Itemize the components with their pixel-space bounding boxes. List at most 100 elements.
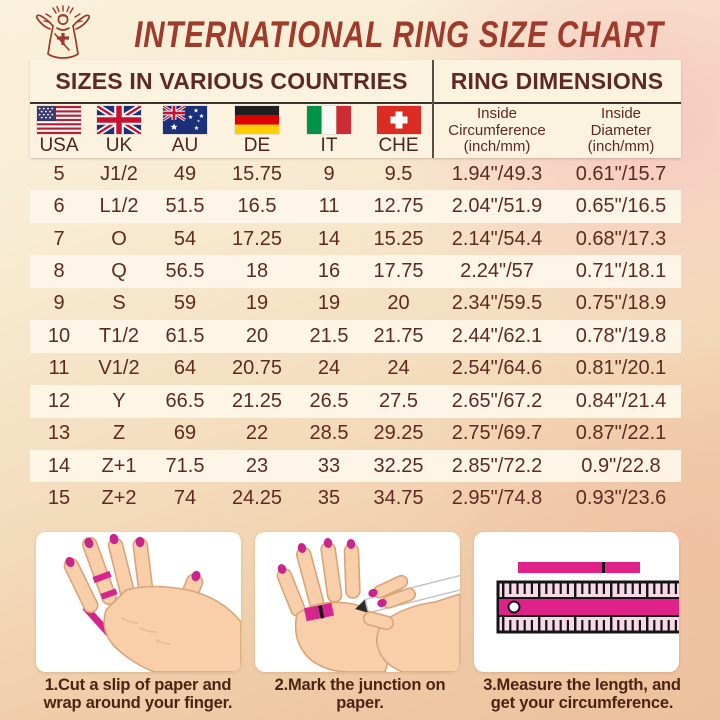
- table-cell: 0.75"/18.9: [575, 292, 667, 315]
- table-cell: 56.5: [165, 260, 205, 283]
- column-header-uk: UK: [88, 105, 150, 157]
- table-cell: Q: [111, 260, 127, 283]
- australia-flag-icon: [163, 105, 207, 134]
- table-cell: S: [112, 292, 126, 315]
- table-cell: 21.75: [373, 324, 424, 347]
- table-cell: J1/2: [100, 162, 138, 185]
- ring-size-table: SIZES IN VARIOUS COUNTRIES RING DIMENSIO…: [30, 60, 681, 515]
- country-code: AU: [171, 134, 199, 156]
- table-cell: 22: [245, 422, 269, 445]
- column-header-it: IT: [294, 105, 364, 157]
- table-cell: 1.94"/49.3: [451, 162, 543, 185]
- table-cell: 12.75: [373, 195, 424, 218]
- table-cell: 0.87"/22.1: [575, 422, 667, 445]
- table-cell: 5: [53, 162, 65, 185]
- table-cell: 33: [317, 454, 341, 477]
- table-row: 7 O 54 17.25 14 15.25 2.14"/54.4 0.68"/17.3: [30, 223, 681, 255]
- table-cell: 0.68"/17.3: [575, 227, 667, 250]
- table-cell: T1/2: [98, 324, 140, 347]
- table-body: 5 J1/2 49 15.75 9 9.5 1.94"/49.3 0.61"/15.7 6 L1…: [30, 158, 681, 515]
- table-cell: 8: [53, 260, 65, 283]
- table-cell: 12: [47, 389, 71, 412]
- table-cell: 0.71"/18.1: [575, 260, 667, 283]
- table-row: 12 Y 66.5 21.25 26.5 27.5 2.65"/67.2 0.84"/21.4: [30, 385, 681, 418]
- header-vertical-divider: [432, 60, 434, 158]
- table-cell: 21.25: [231, 389, 283, 412]
- page-title: INTERNATIONAL RING SIZE CHART: [104, 12, 694, 58]
- table-cell: 14: [47, 454, 71, 477]
- germany-flag-icon: [235, 105, 279, 134]
- table-row: 8 Q 56.5 18 16 17.75 2.24"/57 0.71"/18.1: [30, 255, 681, 288]
- table-cell: 0.9"/22.8: [581, 454, 661, 477]
- table-cell: 6: [53, 195, 65, 218]
- table-cell: 54: [173, 227, 197, 250]
- table-cell: 49: [173, 162, 197, 185]
- section-title-dimensions: RING DIMENSIONS: [450, 67, 664, 94]
- table-cell: 18: [245, 260, 269, 283]
- table-cell: 15.25: [373, 227, 424, 250]
- table-cell: 29.25: [373, 422, 424, 445]
- column-header-che: CHE: [364, 105, 433, 157]
- table-cell: 59: [173, 292, 197, 315]
- column-header-inside-diameter: Inside Diameter (inch/mm): [587, 105, 655, 156]
- table-cell: 35: [317, 487, 341, 510]
- instruction-captions: 1.Cut a slip of paper and wrap around yo…: [30, 676, 690, 713]
- column-header-de: DE: [220, 105, 294, 157]
- table-cell: 64: [173, 357, 197, 380]
- table-cell: 17.25: [231, 227, 283, 250]
- table-cell: 11: [318, 195, 340, 218]
- usa-flag-icon: [37, 105, 81, 134]
- instruction-card-2: [255, 532, 460, 672]
- strip-mark: [602, 562, 605, 573]
- table-cell: 2.75"/69.7: [451, 422, 543, 445]
- table-cell: 24.25: [231, 487, 283, 510]
- table-cell: 2.65"/67.2: [451, 389, 543, 412]
- table-cell: 9: [53, 292, 65, 315]
- table-row: 9 S 59 19 19 20 2.34"/59.5 0.75"/18.9: [30, 288, 681, 320]
- country-code: USA: [39, 134, 79, 156]
- table-cell: 0.84"/21.4: [575, 389, 667, 412]
- table-cell: 26.5: [309, 389, 349, 412]
- table-cell: 19: [317, 292, 341, 315]
- ruler: [496, 580, 679, 634]
- table-cell: 34.75: [373, 487, 424, 510]
- page-title-text: INTERNATIONAL RING SIZE CHART: [134, 14, 664, 55]
- instruction-card-1: [36, 532, 241, 672]
- table-cell: Z+2: [101, 487, 137, 510]
- section-title-sizes: SIZES IN VARIOUS COUNTRIES: [55, 67, 408, 94]
- table-cell: 7: [53, 227, 65, 250]
- table-cell: 0.65"/16.5: [575, 195, 667, 218]
- table-cell: 61.5: [165, 324, 205, 347]
- hand-wrap-paper-illustration: [63, 533, 241, 672]
- table-row: 13 Z 69 22 28.5 29.25 2.75"/69.7 0.87"/22.1: [30, 418, 681, 450]
- table-cell: 2.44"/62.1: [451, 324, 543, 347]
- table-cell: Z+1: [101, 454, 137, 477]
- table-cell: 51.5: [165, 195, 205, 218]
- italy-flag-icon: [307, 105, 351, 134]
- table-cell: 14: [317, 227, 341, 250]
- table-cell: 32.25: [373, 454, 424, 477]
- column-header-inside-circumference: Inside Circumference (inch/mm): [448, 105, 546, 156]
- header-divider-line: [30, 102, 681, 104]
- column-header-row: USA UK: [30, 104, 681, 158]
- table-cell: 16.5: [237, 195, 277, 218]
- table-cell: 24: [387, 357, 410, 380]
- instruction-step-2: 2.Mark the junction on paper.: [274, 676, 446, 713]
- column-header-au: AU: [150, 105, 220, 157]
- table-cell: 23: [245, 454, 269, 477]
- table-cell: 2.34"/59.5: [451, 292, 543, 315]
- table-header: SIZES IN VARIOUS COUNTRIES RING DIMENSIO…: [30, 60, 681, 158]
- table-cell: 0.78"/19.8: [575, 324, 667, 347]
- column-header-usa: USA: [30, 105, 88, 157]
- table-cell: 0.61"/15.7: [575, 162, 667, 185]
- instruction-step-1: 1.Cut a slip of paper and wrap around yo…: [43, 676, 233, 713]
- ruler-measure-illustration: [496, 562, 679, 634]
- instruction-step-3: 3.Measure the length, and get your circu…: [483, 676, 681, 713]
- table-cell: 9.5: [384, 162, 413, 185]
- table-cell: 28.5: [309, 422, 349, 445]
- table-row: 11 V1/2 64 20.75 24 24 2.54"/64.6 0.81"/20.1: [30, 353, 681, 385]
- table-cell: 27.5: [379, 389, 418, 412]
- table-cell: 71.5: [165, 454, 205, 477]
- table-cell: 10: [47, 324, 71, 347]
